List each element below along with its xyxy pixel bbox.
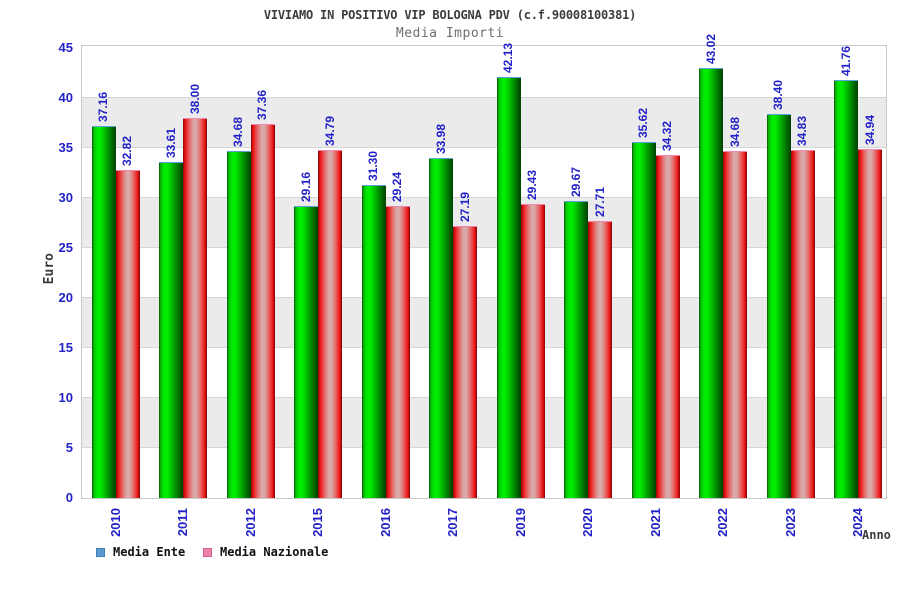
bar-value-label: 29.67 (568, 166, 583, 197)
bar-media-nazionale-2016 (385, 206, 410, 498)
x-tick-label-2010: 2010 (107, 508, 123, 537)
bar-value-label: 29.24 (390, 171, 404, 202)
bar-media-ente-2017 (429, 158, 453, 498)
gridline (82, 147, 886, 148)
chart-title: VIVIAMO IN POSITIVO VIP BOLOGNA PDV (c.f… (263, 8, 637, 22)
y-tick-label-40: 40 (58, 90, 73, 105)
y-tick-label-35: 35 (58, 140, 73, 155)
bar-value-label: 42.13 (501, 42, 515, 73)
bar-media-ente-2020 (564, 201, 588, 498)
x-tick-label-2016: 2016 (377, 508, 393, 537)
y-axis-title: Euro (42, 253, 57, 285)
bar-media-nazionale-2010 (115, 170, 140, 498)
bar-media-nazionale-2021 (655, 155, 680, 498)
bar-value-label: 34.83 (795, 115, 809, 146)
bar-media-ente-2023 (766, 114, 791, 498)
y-tick-label-10: 10 (58, 390, 73, 405)
bar-value-label: 27.71 (592, 186, 607, 217)
x-tick-label-2017: 2017 (445, 508, 460, 537)
bar-media-ente-2019 (496, 77, 521, 498)
bar-media-ente-2012 (226, 151, 251, 498)
x-tick-label-2012: 2012 (242, 508, 258, 537)
bar-value-label: 33.98 (433, 123, 448, 154)
bar-media-nazionale-2015 (318, 150, 342, 498)
gridline (82, 347, 886, 348)
x-tick-label-2021: 2021 (647, 508, 663, 537)
bar-media-nazionale-2017 (453, 226, 477, 498)
bar-media-ente-2021 (631, 142, 656, 498)
x-tick-label-2022: 2022 (715, 508, 730, 537)
bar-media-ente-2011 (159, 162, 183, 498)
bar-value-label: 33.61 (163, 127, 178, 158)
gridline (82, 197, 886, 198)
bar-value-label: 38.00 (187, 83, 202, 114)
bar-value-label: 29.43 (525, 169, 539, 200)
bar-value-label: 34.94 (862, 114, 877, 145)
bar-value-label: 37.16 (96, 91, 110, 122)
bar-media-nazionale-2023 (790, 150, 815, 498)
y-tick-label-45: 45 (58, 40, 73, 55)
y-tick-label-15: 15 (58, 340, 73, 355)
gridline (82, 247, 886, 248)
bar-value-label: 32.82 (120, 135, 134, 166)
x-tick-label-2011: 2011 (175, 508, 190, 537)
bar-media-nazionale-2022 (723, 151, 747, 498)
bar-value-label: 35.62 (636, 107, 650, 138)
y-tick-label-25: 25 (58, 240, 73, 255)
bar-value-label: 34.68 (231, 116, 245, 147)
bar-value-label: 38.40 (771, 79, 785, 110)
plot-band (82, 98, 886, 148)
legend-label-media-nazionale: Media Nazionale (220, 545, 329, 559)
bar-media-nazionale-2024 (858, 149, 882, 498)
plot-area: 37.16 32.82 33.61 38.00 34.68 37.36 29.16 34.79… (81, 34, 887, 499)
bar-value-label: 34.32 (660, 120, 674, 151)
bar-value-label: 31.30 (366, 150, 380, 181)
bar-value-label: 29.16 (298, 171, 313, 202)
plot-band (82, 398, 886, 448)
y-tick-label-0: 0 (65, 490, 73, 505)
gridline (82, 447, 886, 448)
x-tick-label-2020: 2020 (580, 508, 595, 537)
legend-swatch-media-ente (96, 547, 105, 557)
bar-value-label: 41.76 (838, 45, 853, 76)
plot-band (82, 298, 886, 348)
bar-media-ente-2024 (834, 80, 858, 498)
bar-value-label: 34.79 (322, 115, 337, 146)
legend-item-media-ente: Media Ente (96, 545, 185, 559)
x-tick-label-2015: 2015 (310, 508, 325, 537)
legend-label-media-ente: Media Ente (113, 545, 186, 559)
bar-media-ente-2010 (91, 126, 116, 498)
x-axis-title: Anno (862, 528, 891, 542)
bar-media-ente-2015 (294, 206, 318, 498)
x-tick-label-2023: 2023 (782, 508, 798, 537)
chart-subtitle: Media Importi (395, 26, 505, 41)
bar-media-nazionale-2011 (183, 118, 207, 498)
x-tick-label-2019: 2019 (512, 508, 528, 537)
gridline (82, 397, 886, 398)
bar-value-label: 43.02 (703, 33, 718, 64)
legend-item-media-nazionale: Media Nazionale (203, 545, 328, 559)
bar-media-nazionale-2019 (520, 204, 545, 498)
bar-media-ente-2022 (699, 68, 723, 498)
gridline (82, 297, 886, 298)
y-tick-label-20: 20 (58, 290, 73, 305)
bar-value-label: 27.19 (457, 191, 472, 222)
bar-media-nazionale-2020 (588, 221, 612, 498)
y-tick-label-30: 30 (58, 190, 73, 205)
y-tick-label-5: 5 (65, 440, 73, 455)
bar-media-ente-2016 (361, 185, 386, 498)
gridline (82, 97, 886, 98)
bar-value-label: 37.36 (255, 89, 269, 120)
plot-band (82, 198, 886, 248)
bar-value-label: 34.68 (727, 116, 742, 147)
legend-swatch-media-nazionale (203, 547, 212, 557)
bar-media-nazionale-2012 (250, 124, 275, 498)
